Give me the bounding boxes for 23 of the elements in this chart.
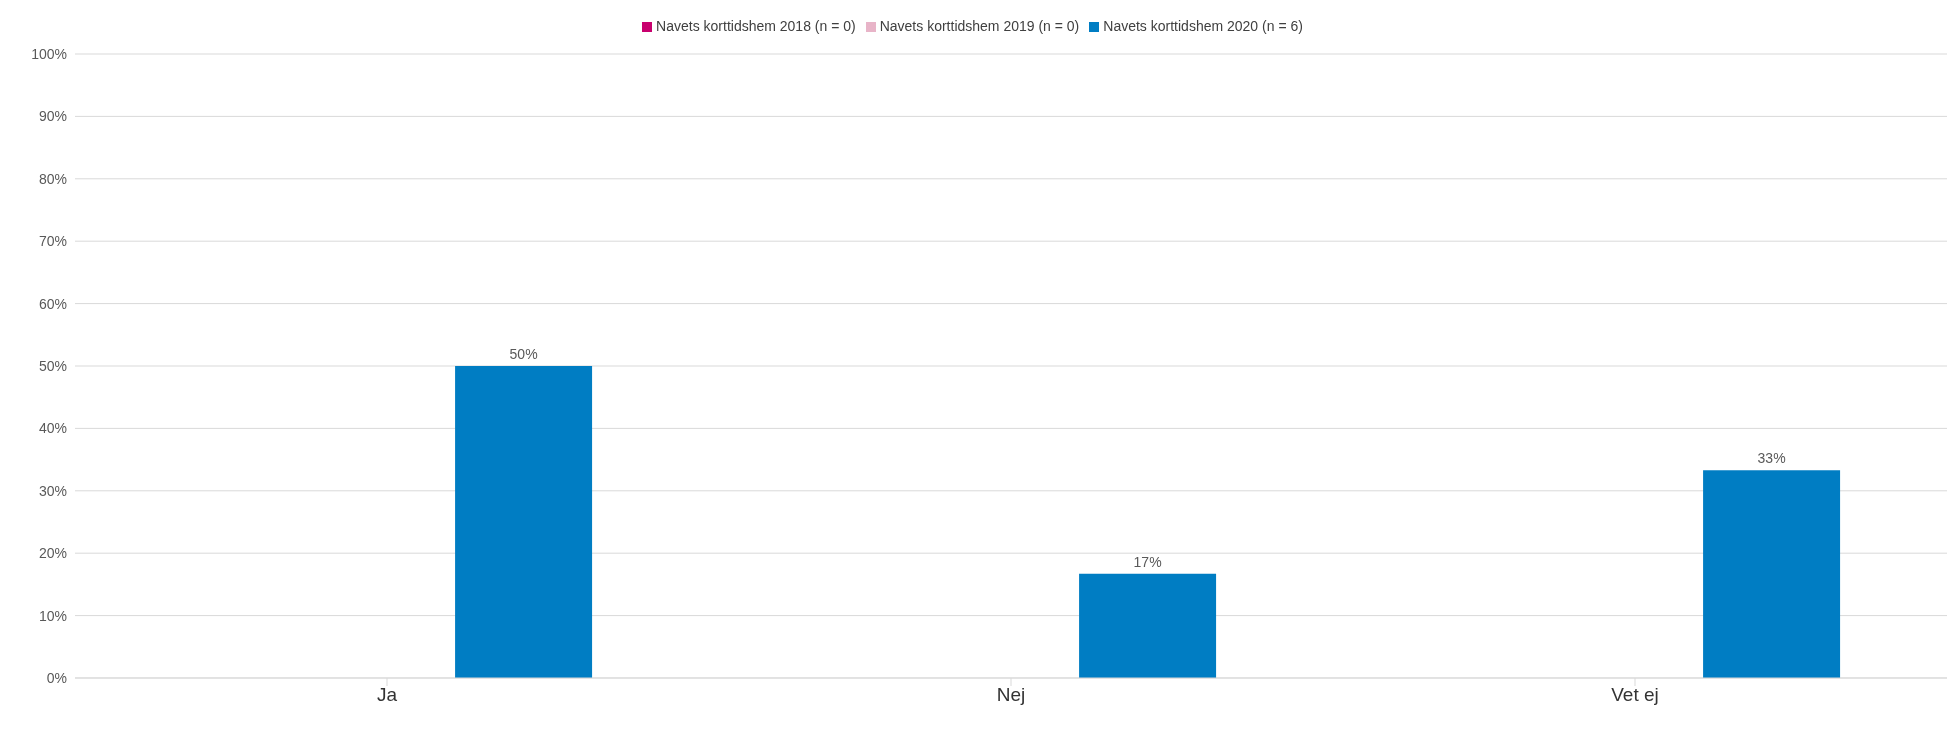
y-tick-label: 30%: [38, 482, 67, 499]
bar: [455, 366, 593, 678]
y-tick-label: 70%: [38, 233, 67, 250]
data-label: 17%: [1133, 553, 1162, 570]
y-tick-label: 60%: [38, 295, 67, 312]
data-label: 33%: [1757, 450, 1786, 467]
y-tick-label: 40%: [38, 420, 67, 437]
y-tick-label: 20%: [38, 545, 67, 562]
y-tick-label: 90%: [38, 108, 67, 125]
legend-label: Navets korttidshem 2019 (n = 0): [879, 18, 1080, 34]
bar: [1703, 470, 1841, 678]
y-tick-label: 100%: [31, 45, 67, 62]
y-tick-label: 50%: [38, 357, 67, 374]
y-tick-label: 10%: [38, 607, 67, 624]
x-tick-label: Ja: [376, 684, 398, 706]
y-tick-label: 0%: [46, 669, 67, 686]
legend-label: Navets korttidshem 2020 (n = 6): [1103, 18, 1303, 34]
bar: [1079, 573, 1217, 678]
x-tick-label: Nej: [996, 684, 1026, 706]
y-tick-label: 80%: [38, 170, 67, 187]
data-label: 50%: [509, 346, 538, 362]
legend-label: Navets korttidshem 2018 (n = 0): [656, 18, 856, 34]
x-tick-label: Vet ej: [1611, 684, 1659, 706]
